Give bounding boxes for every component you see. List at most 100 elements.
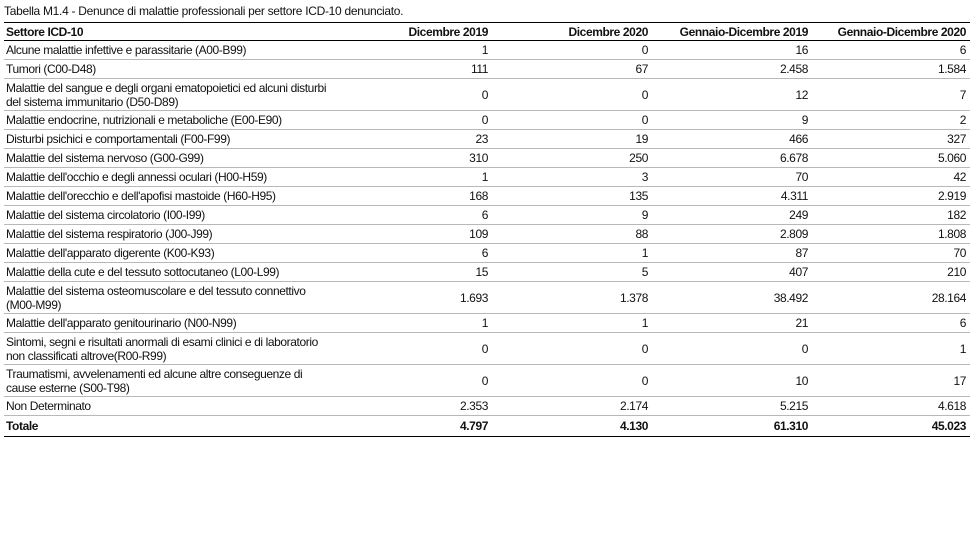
row-label: Tumori (C00-D48) bbox=[4, 59, 332, 79]
cell-value: 1 bbox=[492, 243, 652, 263]
cell-value: 466 bbox=[652, 129, 812, 149]
total-value: 4.797 bbox=[332, 415, 492, 437]
cell-value: 9 bbox=[492, 205, 652, 225]
row-label: Non Determinato bbox=[4, 396, 332, 416]
table-row: Malattie endocrine, nutrizionali e metab… bbox=[4, 110, 970, 130]
row-label: Alcune malattie infettive e parassitarie… bbox=[4, 40, 332, 60]
cell-value: 5.060 bbox=[812, 148, 970, 168]
row-label: Malattie dell'occhio e degli annessi ocu… bbox=[4, 167, 332, 187]
cell-value: 38.492 bbox=[652, 281, 812, 314]
cell-value: 407 bbox=[652, 262, 812, 282]
cell-value: 28.164 bbox=[812, 281, 970, 314]
cell-value: 111 bbox=[332, 59, 492, 79]
cell-value: 4.618 bbox=[812, 396, 970, 416]
cell-value: 6 bbox=[812, 313, 970, 333]
table-row: Malattie del sistema respiratorio (J00-J… bbox=[4, 224, 970, 244]
row-label: Malattie endocrine, nutrizionali e metab… bbox=[4, 110, 332, 130]
table-row: Malattie dell'apparato genitourinario (N… bbox=[4, 313, 970, 333]
table-row: Malattie dell'apparato digerente (K00-K9… bbox=[4, 243, 970, 263]
table-row: Non Determinato 2.353 2.174 5.215 4.618 bbox=[4, 396, 970, 416]
column-header-settore: Settore ICD-10 bbox=[4, 22, 332, 41]
cell-value: 1 bbox=[812, 332, 970, 365]
column-header-dic-2020: Dicembre 2020 bbox=[492, 22, 652, 41]
cell-value: 6 bbox=[332, 205, 492, 225]
column-header-gen-dic-2019: Gennaio-Dicembre 2019 bbox=[652, 22, 812, 41]
total-label: Totale bbox=[4, 415, 332, 437]
row-label: Malattie del sistema respiratorio (J00-J… bbox=[4, 224, 332, 244]
cell-value: 0 bbox=[492, 40, 652, 60]
header-row: Settore ICD-10 Dicembre 2019 Dicembre 20… bbox=[4, 22, 970, 41]
table-row: Malattie della cute e del tessuto sottoc… bbox=[4, 262, 970, 282]
cell-value: 0 bbox=[492, 364, 652, 397]
table-row: Malattie del sangue e degli organi emato… bbox=[4, 78, 970, 111]
row-label: Malattie del sistema circolatorio (I00-I… bbox=[4, 205, 332, 225]
cell-value: 0 bbox=[492, 78, 652, 111]
cell-value: 1.693 bbox=[332, 281, 492, 314]
cell-value: 2.353 bbox=[332, 396, 492, 416]
cell-value: 0 bbox=[332, 332, 492, 365]
cell-value: 5 bbox=[492, 262, 652, 282]
cell-value: 250 bbox=[492, 148, 652, 168]
cell-value: 1 bbox=[332, 40, 492, 60]
row-label: Malattie dell'apparato digerente (K00-K9… bbox=[4, 243, 332, 263]
total-value: 61.310 bbox=[652, 415, 812, 437]
cell-value: 135 bbox=[492, 186, 652, 206]
cell-value: 0 bbox=[332, 78, 492, 111]
row-label: Malattie dell'orecchio e dell'apofisi ma… bbox=[4, 186, 332, 206]
cell-value: 6.678 bbox=[652, 148, 812, 168]
cell-value: 87 bbox=[652, 243, 812, 263]
row-label: Malattie dell'apparato genitourinario (N… bbox=[4, 313, 332, 333]
column-header-dic-2019: Dicembre 2019 bbox=[332, 22, 492, 41]
cell-value: 1 bbox=[332, 167, 492, 187]
cell-value: 0 bbox=[652, 332, 812, 365]
cell-value: 0 bbox=[332, 364, 492, 397]
cell-value: 6 bbox=[332, 243, 492, 263]
cell-value: 1.378 bbox=[492, 281, 652, 314]
table-row: Malattie dell'orecchio e dell'apofisi ma… bbox=[4, 186, 970, 206]
cell-value: 42 bbox=[812, 167, 970, 187]
table-row: Malattie dell'occhio e degli annessi ocu… bbox=[4, 167, 970, 187]
row-label: Malattie del sistema osteomuscolare e de… bbox=[4, 281, 332, 314]
data-table: Settore ICD-10 Dicembre 2019 Dicembre 20… bbox=[4, 22, 970, 437]
cell-value: 23 bbox=[332, 129, 492, 149]
cell-value: 0 bbox=[492, 110, 652, 130]
cell-value: 1 bbox=[332, 313, 492, 333]
table-row: Tumori (C00-D48) 111 67 2.458 1.584 bbox=[4, 59, 970, 79]
column-header-gen-dic-2020: Gennaio-Dicembre 2020 bbox=[812, 22, 970, 41]
cell-value: 12 bbox=[652, 78, 812, 111]
table-row: Disturbi psichici e comportamentali (F00… bbox=[4, 129, 970, 149]
cell-value: 5.215 bbox=[652, 396, 812, 416]
row-label: Malattie del sangue e degli organi emato… bbox=[4, 78, 332, 111]
cell-value: 4.311 bbox=[652, 186, 812, 206]
cell-value: 9 bbox=[652, 110, 812, 130]
cell-value: 6 bbox=[812, 40, 970, 60]
cell-value: 70 bbox=[812, 243, 970, 263]
cell-value: 67 bbox=[492, 59, 652, 79]
cell-value: 327 bbox=[812, 129, 970, 149]
cell-value: 182 bbox=[812, 205, 970, 225]
cell-value: 2 bbox=[812, 110, 970, 130]
cell-value: 2.809 bbox=[652, 224, 812, 244]
cell-value: 10 bbox=[652, 364, 812, 397]
row-label: Malattie della cute e del tessuto sottoc… bbox=[4, 262, 332, 282]
row-label: Disturbi psichici e comportamentali (F00… bbox=[4, 129, 332, 149]
total-value: 4.130 bbox=[492, 415, 652, 437]
cell-value: 0 bbox=[492, 332, 652, 365]
cell-value: 168 bbox=[332, 186, 492, 206]
cell-value: 16 bbox=[652, 40, 812, 60]
cell-value: 88 bbox=[492, 224, 652, 244]
cell-value: 2.174 bbox=[492, 396, 652, 416]
total-row: Totale 4.797 4.130 61.310 45.023 bbox=[4, 415, 970, 437]
cell-value: 1 bbox=[492, 313, 652, 333]
cell-value: 109 bbox=[332, 224, 492, 244]
cell-value: 70 bbox=[652, 167, 812, 187]
row-label: Malattie del sistema nervoso (G00-G99) bbox=[4, 148, 332, 168]
cell-value: 15 bbox=[332, 262, 492, 282]
cell-value: 2.919 bbox=[812, 186, 970, 206]
total-value: 45.023 bbox=[812, 415, 970, 437]
table-row: Traumatismi, avvelenamenti ed alcune alt… bbox=[4, 364, 970, 397]
cell-value: 0 bbox=[332, 110, 492, 130]
row-label: Sintomi, segni e risultati anormali di e… bbox=[4, 332, 332, 365]
cell-value: 7 bbox=[812, 78, 970, 111]
